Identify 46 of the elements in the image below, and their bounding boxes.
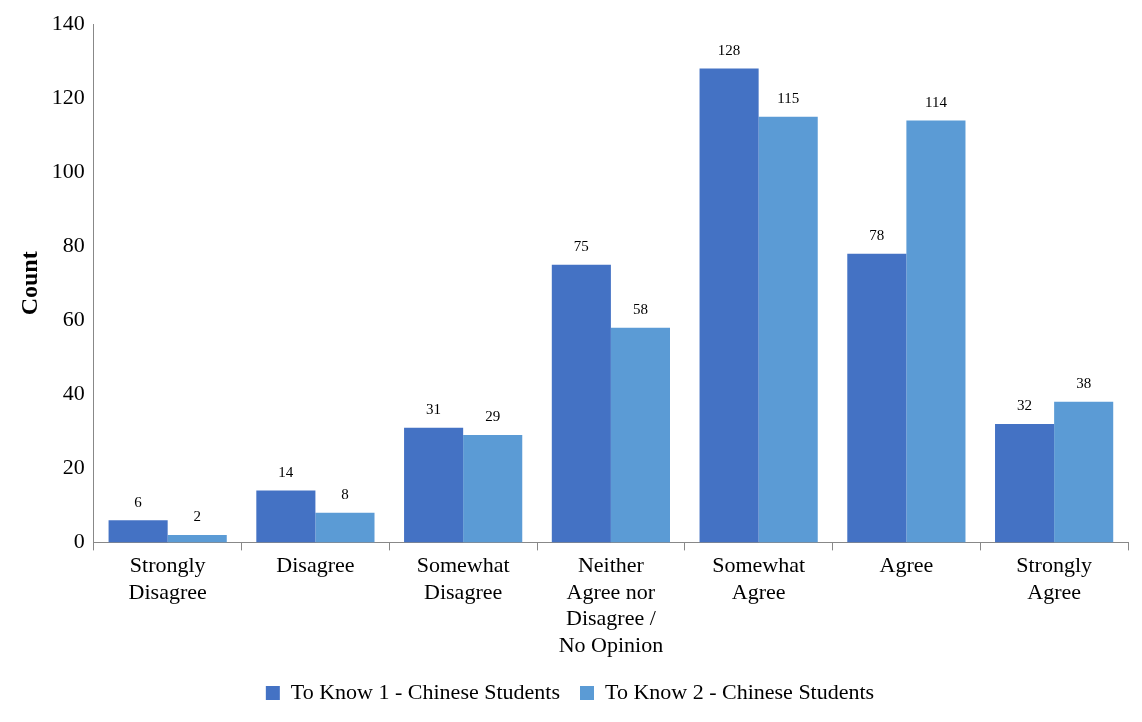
- data-label: 29: [485, 408, 501, 425]
- x-tick-label: Somewhat Disagree: [416, 552, 510, 604]
- bar: [758, 116, 818, 543]
- y-tick-label: 100: [51, 158, 85, 184]
- bar: [906, 120, 966, 543]
- data-label: 8: [341, 486, 349, 503]
- data-label: 32: [1017, 397, 1033, 414]
- bar: [551, 264, 611, 543]
- bar: [699, 68, 759, 543]
- x-tick-label: Neither Agree nor Disagree / No Opinion: [558, 552, 664, 657]
- data-label: 78: [869, 227, 885, 244]
- bar: [404, 427, 464, 543]
- bar: [256, 490, 316, 543]
- x-tick-label: Disagree: [276, 552, 355, 578]
- x-tick-label: Strongly Disagree: [128, 552, 207, 604]
- bar: [1054, 401, 1114, 543]
- y-tick-label: 120: [51, 84, 85, 110]
- bar: [315, 512, 375, 543]
- y-tick-label: 0: [73, 528, 85, 554]
- y-tick-label: 80: [62, 232, 85, 258]
- data-label: 14: [278, 464, 294, 481]
- x-tick-label: Strongly Agree: [1016, 552, 1093, 604]
- bar: [463, 435, 523, 543]
- data-label: 6: [134, 493, 143, 510]
- bar: [610, 327, 670, 543]
- y-tick-label: 140: [51, 9, 85, 35]
- data-label: 115: [777, 90, 800, 107]
- y-tick-label: 60: [62, 306, 85, 332]
- x-tick-label: Agree: [879, 552, 934, 578]
- y-tick-label: 20: [62, 454, 85, 480]
- data-label: 2: [193, 508, 201, 525]
- legend-label: To Know 2 - Chinese Students: [605, 678, 875, 704]
- bar: [847, 253, 907, 543]
- y-tick-label: 40: [62, 380, 85, 406]
- bar: [167, 535, 227, 543]
- data-label: 128: [717, 42, 741, 59]
- data-label: 31: [426, 401, 442, 418]
- y-axis-title: Count: [15, 251, 42, 316]
- data-label: 114: [924, 93, 948, 110]
- data-label: 58: [632, 301, 648, 318]
- x-tick-label: Somewhat Agree: [712, 552, 806, 604]
- data-label: 38: [1076, 375, 1092, 392]
- data-label: 75: [573, 238, 589, 255]
- bar: [995, 423, 1055, 543]
- bar: [108, 520, 168, 543]
- legend-label: To Know 1 - Chinese Students: [290, 678, 560, 704]
